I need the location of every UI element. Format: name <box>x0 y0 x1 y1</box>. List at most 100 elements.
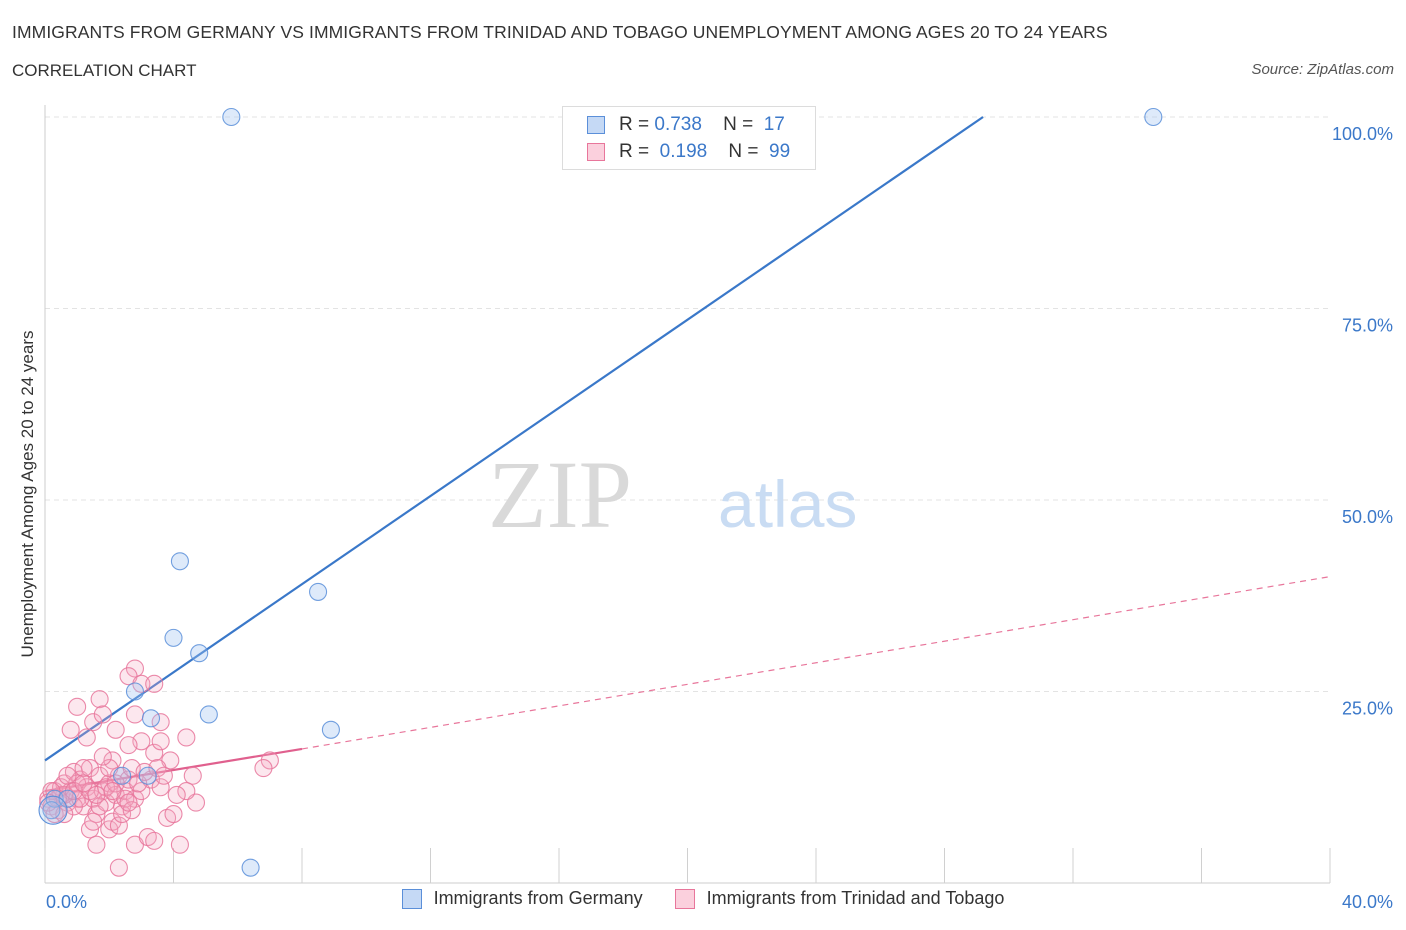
point-trinidad <box>103 782 122 801</box>
point-trinidad <box>113 805 132 824</box>
point-trinidad <box>151 732 170 751</box>
legend-r-label: R = <box>619 141 650 162</box>
axis-labels: 25.0% 50.0% 75.0% 100.0% 0.0% 40.0% <box>46 124 1393 912</box>
point-trinidad <box>254 759 273 778</box>
point-trinidad <box>164 805 183 824</box>
point-trinidad <box>87 785 106 804</box>
point-trinidad <box>145 831 164 850</box>
point-germany <box>113 766 132 785</box>
point-trinidad <box>148 759 167 778</box>
point-germany <box>309 582 328 601</box>
trendline-germany <box>44 116 984 762</box>
point-trinidad <box>93 747 112 766</box>
series-legend-germany: Immigrants from Germany <box>401 888 643 909</box>
point-trinidad <box>119 793 138 812</box>
axes <box>44 105 1331 884</box>
watermark-atlas: atlas <box>718 467 857 541</box>
point-trinidad <box>74 774 93 793</box>
legend-row-germany: R = 0.738 N = 17 <box>587 113 785 137</box>
point-trinidad <box>74 759 93 778</box>
y-tick-label: 100.0% <box>1332 124 1393 144</box>
point-trinidad <box>125 705 144 724</box>
point-germany <box>138 766 157 785</box>
trendline-trinidad-extension <box>301 576 1331 750</box>
correlation-legend: R = 0.738 N = 17 R = 0.198 N = 99 <box>562 106 816 170</box>
point-trinidad <box>106 720 125 739</box>
legend-swatch-trinidad <box>587 143 605 161</box>
y-tick-label: 75.0% <box>1342 316 1393 336</box>
point-trinidad <box>183 766 202 785</box>
point-trinidad <box>125 659 144 678</box>
point-germany <box>141 709 161 728</box>
x-tick-label-max: 40.0% <box>1342 892 1393 912</box>
point-germany <box>42 801 61 820</box>
series-legend-label-trinidad: Immigrants from Trinidad and Tobago <box>706 888 1005 908</box>
point-trinidad <box>145 743 164 762</box>
point-trinidad <box>167 785 186 804</box>
watermark-zip: ZIP <box>488 441 632 548</box>
point-germany <box>45 789 64 808</box>
data-points <box>38 107 1163 877</box>
point-trinidad <box>109 816 128 835</box>
series-legend-swatch-germany <box>401 888 422 909</box>
watermark: ZIP atlas <box>488 441 857 548</box>
series-legend-swatch-trinidad <box>674 888 695 909</box>
point-germany <box>164 628 183 647</box>
point-germany <box>222 107 241 127</box>
source-label: Source: ZipAtlas.com <box>1251 61 1394 78</box>
legend-r-value-trinidad: 0.198 <box>659 141 708 162</box>
point-germany <box>1144 107 1163 127</box>
series-legend-trinidad: Immigrants from Trinidad and Tobago <box>674 888 1005 909</box>
y-tick-label: 25.0% <box>1342 699 1393 719</box>
point-trinidad <box>151 778 170 797</box>
point-trinidad <box>87 835 106 854</box>
point-trinidad <box>84 713 103 732</box>
point-germany <box>170 552 189 571</box>
point-germany <box>241 858 260 877</box>
y-axis-title: Unemployment Among Ages 20 to 24 years <box>18 331 37 658</box>
point-germany <box>321 720 340 739</box>
point-trinidad <box>61 720 80 739</box>
point-germany <box>58 789 77 808</box>
point-trinidad <box>132 674 151 693</box>
point-trinidad <box>77 728 96 747</box>
point-trinidad <box>90 766 109 785</box>
x-tick-label-min: 0.0% <box>46 892 87 912</box>
chart-subtitle: CORRELATION CHART <box>12 61 197 80</box>
legend-r-label: R = <box>619 114 650 135</box>
point-trinidad <box>154 766 173 785</box>
point-trinidad <box>145 674 164 693</box>
point-trinidad <box>90 797 109 816</box>
point-trinidad <box>90 690 109 709</box>
point-trinidad <box>129 774 148 793</box>
legend-swatch-germany <box>587 116 605 134</box>
point-germany-cluster <box>38 795 68 825</box>
point-trinidad <box>177 728 196 747</box>
legend-n-label: N = <box>723 114 754 135</box>
point-trinidad <box>109 858 128 877</box>
chart-title: IMMIGRANTS FROM GERMANY VS IMMIGRANTS FR… <box>12 22 1108 42</box>
trend-lines <box>44 116 1331 793</box>
point-trinidad <box>84 812 103 831</box>
point-trinidad <box>151 713 170 732</box>
series-legend: Immigrants from Germany Immigrants from … <box>0 888 1406 909</box>
legend-n-label: N = <box>728 141 759 162</box>
point-germany <box>125 682 144 701</box>
point-germany <box>190 644 209 663</box>
point-trinidad <box>58 766 77 785</box>
point-trinidad <box>68 697 87 716</box>
grid-lines <box>45 116 1330 692</box>
legend-n-value-trinidad: 99 <box>769 141 791 162</box>
legend-r-value-germany: 0.738 <box>654 114 702 135</box>
point-trinidad <box>177 782 196 801</box>
point-trinidad <box>64 782 83 801</box>
legend-row-trinidad: R = 0.198 N = 99 <box>587 140 790 164</box>
point-trinidad <box>80 759 100 778</box>
legend-n-value-germany: 17 <box>763 114 785 135</box>
point-trinidad <box>170 835 189 854</box>
point-trinidad <box>260 751 279 770</box>
point-germany <box>199 705 218 724</box>
series-legend-label-germany: Immigrants from Germany <box>433 888 643 908</box>
point-trinidad <box>93 705 112 724</box>
